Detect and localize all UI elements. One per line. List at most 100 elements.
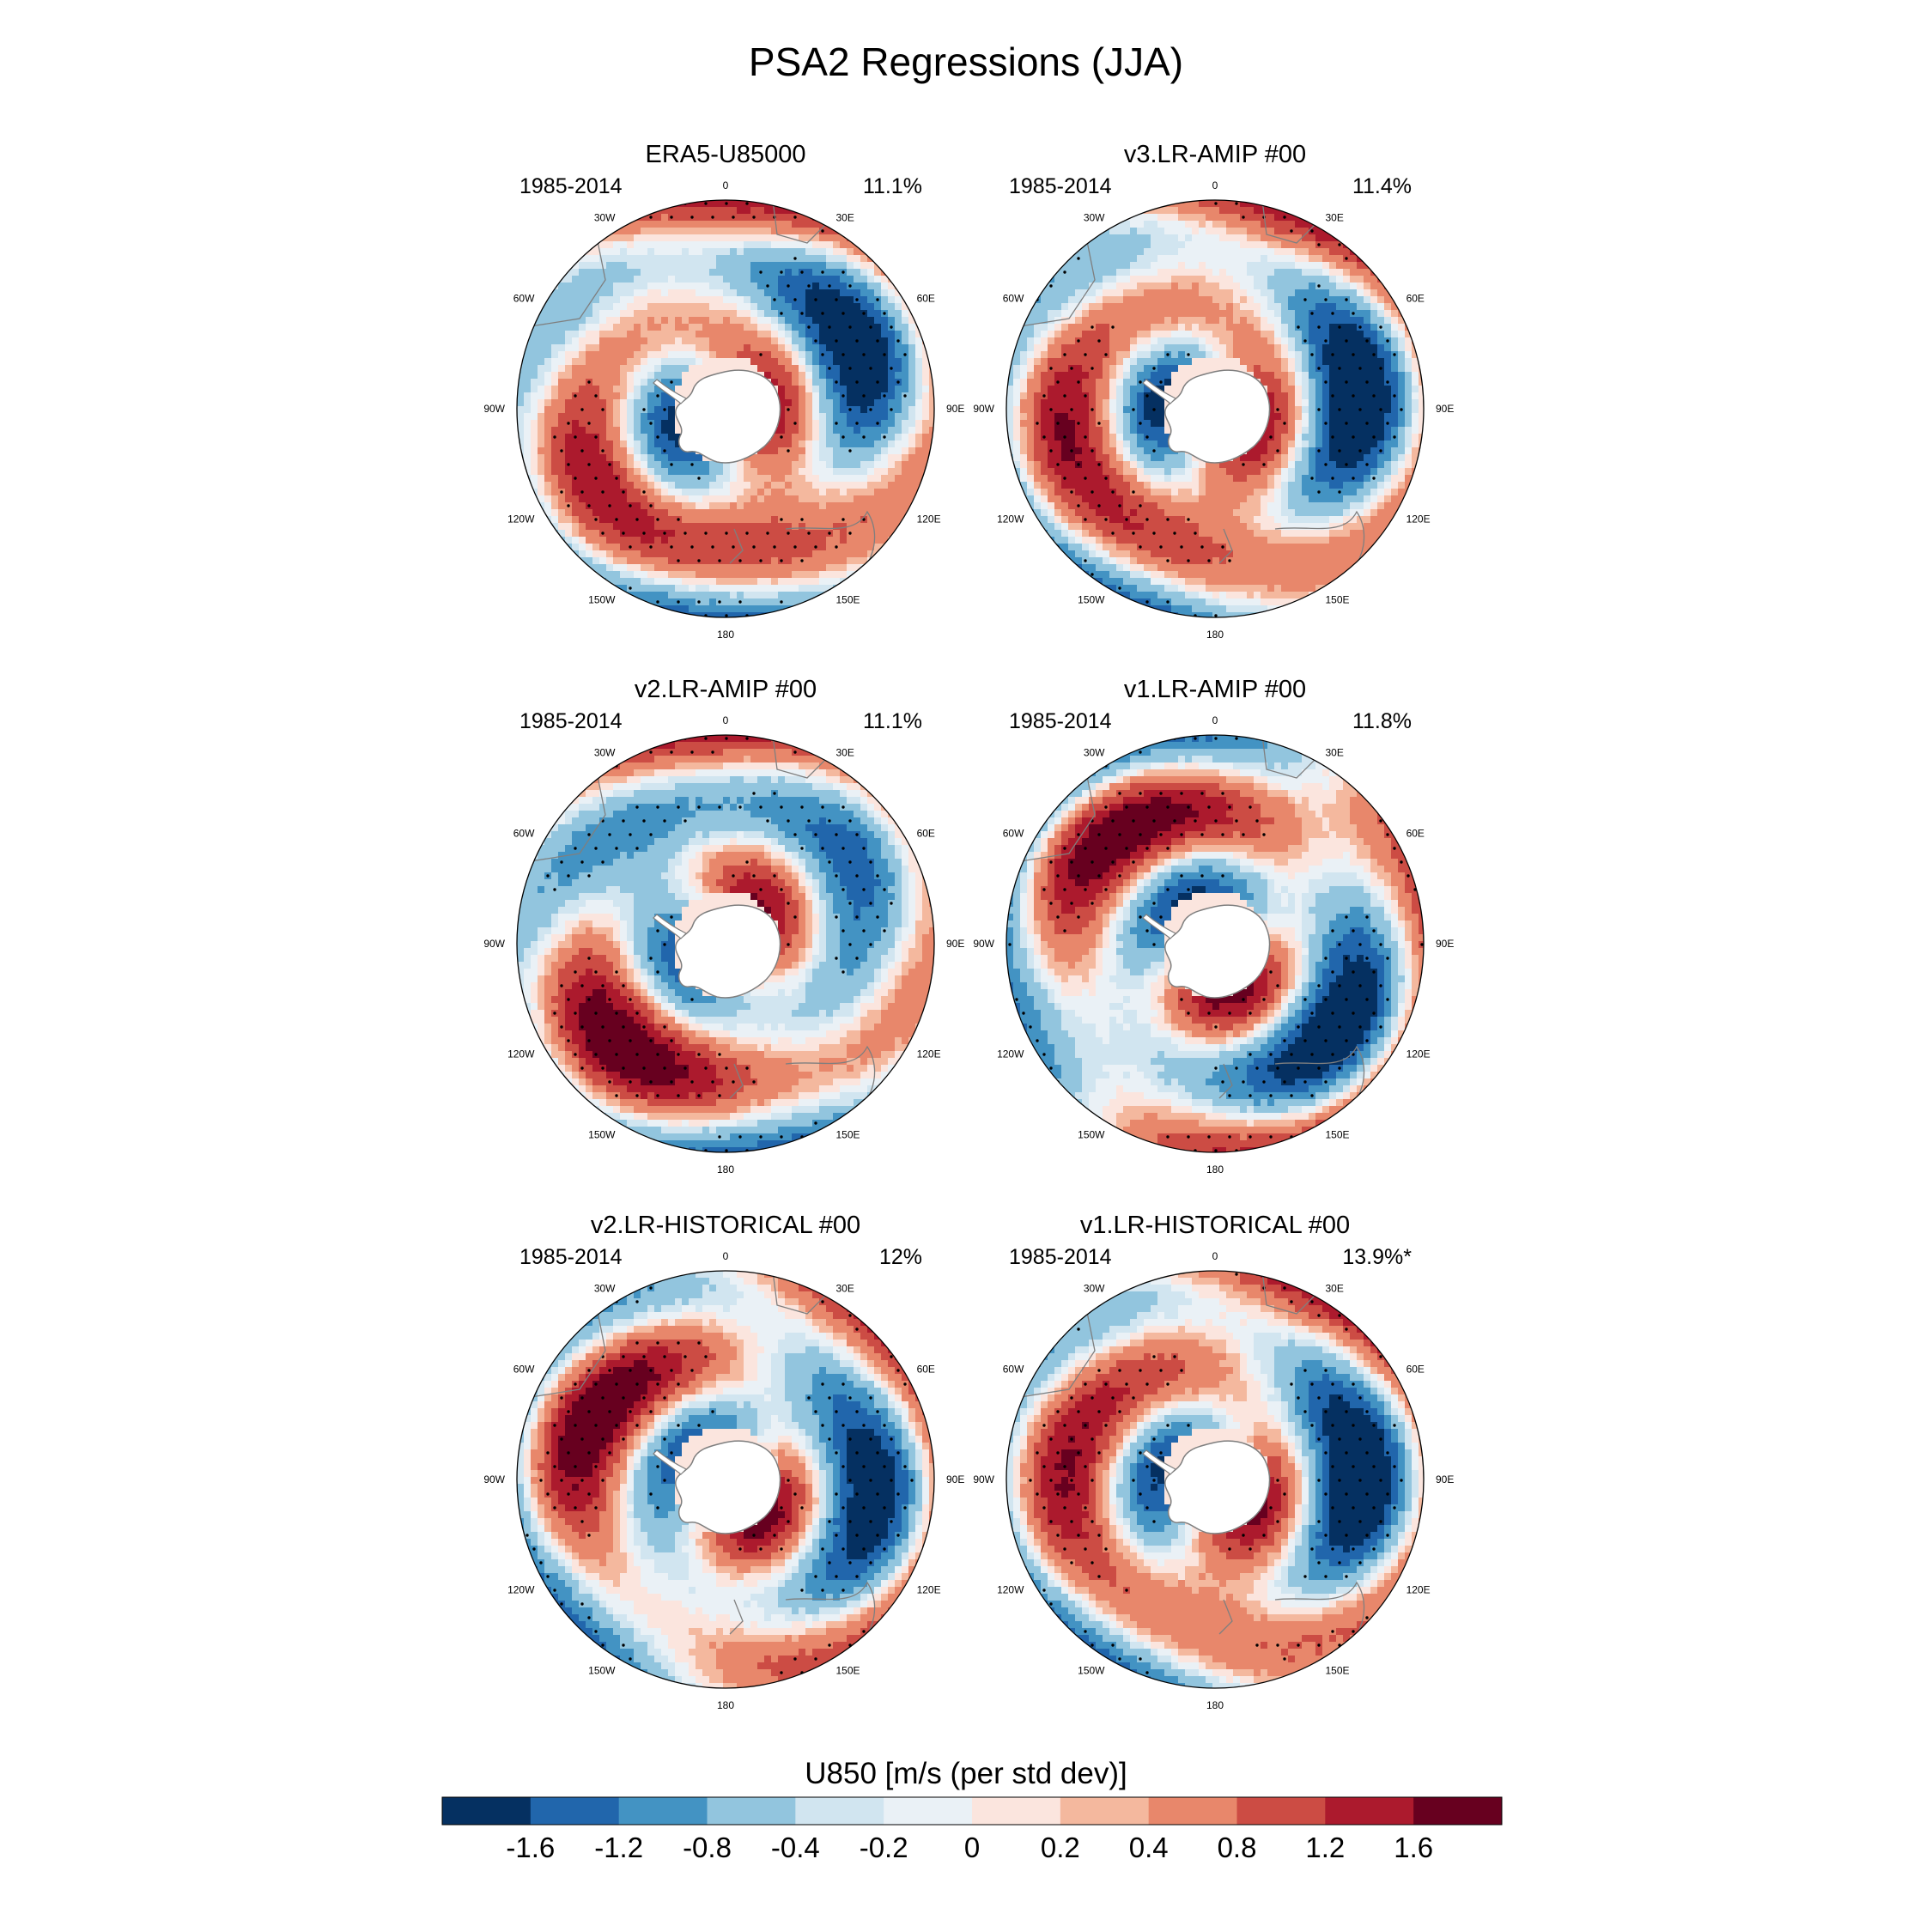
- significance-stipple: [553, 202, 907, 617]
- panel-title: v3.LR-AMIP #00: [1124, 141, 1306, 168]
- colorbar-swatch: [884, 1797, 973, 1825]
- colorbar-tick-label: 1.2: [1305, 1832, 1345, 1863]
- map-border: [516, 199, 935, 618]
- panel-years: 1985-2014: [1009, 709, 1112, 733]
- colorbar-labels: -1.6 -1.2 -0.8 -0.4 -0.2 0 0.2 0.4 0.8 1.2 1.6: [506, 1832, 1433, 1863]
- map-panel-1: 0 30E 60E 90E 120E 150E 180 150W 120W 90W 60W 30W ER…: [483, 141, 964, 641]
- colorbar-swatch: [1236, 1797, 1326, 1825]
- map-panel-3: 0 30E 60E 90E 120E 150E 180 150W 120W 90W 60W 30W v2…: [483, 676, 964, 1176]
- lon-label: 150W: [588, 594, 616, 606]
- colorbar: U850 [m/s (per std dev)] -1.6 -1.2 -0.8 -0.…: [441, 1757, 1503, 1863]
- map-border: [516, 1270, 935, 1689]
- lon-label: 150E: [836, 594, 860, 606]
- lon-label: 120W: [507, 1584, 535, 1596]
- colorbar-swatch: [1325, 1797, 1414, 1825]
- lon-label: 90W: [483, 403, 505, 415]
- panel-variance: 11.4%: [1352, 174, 1412, 198]
- lon-label: 60E: [917, 1364, 935, 1376]
- lon-label: 30W: [1084, 746, 1105, 758]
- lon-label: 90E: [1436, 1473, 1454, 1485]
- panel-title: v2.LR-AMIP #00: [635, 676, 817, 703]
- panel-title: v1.LR-AMIP #00: [1124, 676, 1306, 703]
- lon-label: 30W: [1084, 211, 1105, 223]
- lon-label: 0: [1212, 179, 1218, 191]
- lon-label: 30W: [1084, 1282, 1105, 1294]
- colorbar-swatch: [1148, 1797, 1237, 1825]
- regression-field: [517, 735, 934, 1152]
- lon-label: 30E: [836, 746, 854, 758]
- lon-label: 120E: [1406, 1584, 1431, 1596]
- colorbar-swatch: [530, 1797, 620, 1825]
- longitude-labels: 0 30E 60E 90E 120E 150E 180 150W 120W 90W 60W 30W: [483, 1250, 964, 1711]
- lon-label: 180: [1206, 1699, 1224, 1711]
- lon-label: 150E: [836, 1129, 860, 1141]
- regression-field: [517, 1271, 934, 1688]
- colorbar-tick-label: 0.4: [1129, 1832, 1169, 1863]
- lon-label: 90E: [946, 938, 964, 950]
- lon-label: 90W: [483, 938, 505, 950]
- lon-label: 150W: [1078, 1129, 1105, 1141]
- antarctica-land: [1142, 904, 1271, 999]
- lon-label: 60E: [1406, 1364, 1425, 1376]
- colorbar-tick-label: 1.6: [1394, 1832, 1433, 1863]
- colorbar-tick-label: -0.4: [771, 1832, 820, 1863]
- longitude-labels: 0 30E 60E 90E 120E 150E 180 150W 120W 90W 60W 30W: [973, 1250, 1454, 1711]
- lon-label: 120W: [997, 1584, 1024, 1596]
- panel-years: 1985-2014: [1009, 174, 1112, 198]
- lon-label: 120W: [997, 513, 1024, 526]
- lon-label: 60E: [1406, 293, 1425, 305]
- lon-label: 60E: [917, 828, 935, 840]
- colorbar-tick-label: -0.2: [860, 1832, 908, 1863]
- lon-label: 60W: [1003, 293, 1024, 305]
- lon-label: 150W: [588, 1129, 616, 1141]
- panel-variance: 13.9%*: [1342, 1245, 1412, 1269]
- panel-title: v2.LR-HISTORICAL #00: [591, 1212, 860, 1239]
- panel-years: 1985-2014: [519, 1245, 623, 1269]
- lon-label: 150E: [836, 1665, 860, 1677]
- longitude-labels: 0 30E 60E 90E 120E 150E 180 150W 120W 90W 60W 30W: [483, 179, 964, 641]
- figure-title: PSA2 Regressions (JJA): [749, 39, 1183, 84]
- lon-label: 30E: [1326, 1282, 1344, 1294]
- map-border: [1005, 199, 1425, 618]
- longitude-labels: 0 30E 60E 90E 120E 150E 180 150W 120W 90W 60W 30W: [483, 714, 964, 1176]
- lon-label: 60E: [1406, 828, 1425, 840]
- map-panel-4: 0 30E 60E 90E 120E 150E 180 150W 120W 90W 60W 30W v1…: [973, 676, 1454, 1176]
- lon-label: 60W: [1003, 828, 1024, 840]
- antarctica-land: [1142, 369, 1271, 464]
- colorbar-tick-label: 0: [964, 1832, 980, 1863]
- lon-label: 120E: [917, 1048, 941, 1060]
- colorbar-swatch: [1060, 1797, 1150, 1825]
- colorbar-swatch: [618, 1797, 708, 1825]
- panel-title: ERA5-U85000: [646, 141, 806, 168]
- significance-stipple: [546, 737, 893, 1152]
- lon-label: 30W: [594, 211, 616, 223]
- panel-variance: 12%: [879, 1245, 922, 1269]
- lon-label: 150W: [588, 1665, 616, 1677]
- coastlines: [525, 1271, 876, 1665]
- lon-label: 150W: [1078, 1665, 1105, 1677]
- lon-label: 30W: [594, 746, 616, 758]
- panel-years: 1985-2014: [519, 174, 623, 198]
- significance-stipple: [1008, 737, 1424, 1152]
- coastlines: [1014, 1271, 1365, 1665]
- lon-label: 90W: [973, 1473, 994, 1485]
- colorbar-frame: [441, 1796, 1503, 1826]
- panel-grid: 0 30E 60E 90E 120E 150E 180 150W 120W 90W 60W 30W ER…: [483, 141, 1454, 1711]
- lon-label: 90E: [1436, 403, 1454, 415]
- lon-label: 90W: [483, 1473, 505, 1485]
- lon-label: 120W: [507, 513, 535, 526]
- colorbar-swatch: [1413, 1797, 1503, 1825]
- lon-label: 120E: [1406, 513, 1431, 526]
- lon-label: 150W: [1078, 594, 1105, 606]
- lon-label: 180: [717, 629, 734, 641]
- colorbar-swatch: [972, 1797, 1061, 1825]
- lon-label: 180: [1206, 1163, 1224, 1176]
- map-panel-2: 0 30E 60E 90E 120E 150E 180 150W 120W 90W 60W 30W v3…: [973, 141, 1454, 641]
- colorbar-tick-label: 0.2: [1041, 1832, 1080, 1863]
- antarctica-land: [653, 904, 781, 999]
- lon-label: 90W: [973, 938, 994, 950]
- map-panel-5: 0 30E 60E 90E 120E 150E 180 150W 120W 90W 60W 30W v2…: [483, 1212, 964, 1711]
- colorbar-swatch: [707, 1797, 796, 1825]
- lon-label: 180: [1206, 629, 1224, 641]
- lon-label: 150E: [1326, 1665, 1350, 1677]
